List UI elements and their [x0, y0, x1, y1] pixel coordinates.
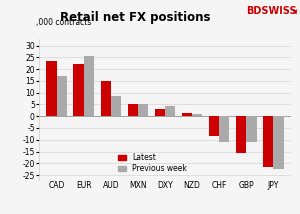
Bar: [263, 116, 273, 167]
Bar: [209, 116, 219, 136]
Bar: [192, 114, 202, 116]
Bar: [273, 116, 284, 169]
Text: Retail net FX positions: Retail net FX positions: [60, 11, 210, 24]
Bar: [46, 61, 57, 116]
Bar: [236, 116, 246, 153]
Text: ▲: ▲: [292, 7, 298, 14]
Bar: [165, 106, 175, 116]
Bar: [219, 116, 230, 142]
Bar: [57, 76, 67, 116]
Legend: Latest, Previous week: Latest, Previous week: [118, 153, 187, 173]
Text: ,000 contracts: ,000 contracts: [37, 18, 92, 27]
Bar: [111, 96, 121, 116]
Bar: [74, 64, 84, 116]
Bar: [246, 116, 256, 142]
Bar: [84, 56, 94, 116]
Bar: [138, 104, 148, 116]
Bar: [100, 81, 111, 116]
Bar: [155, 109, 165, 116]
Text: BDSWISS: BDSWISS: [246, 6, 297, 16]
Bar: [128, 104, 138, 116]
Bar: [182, 113, 192, 116]
